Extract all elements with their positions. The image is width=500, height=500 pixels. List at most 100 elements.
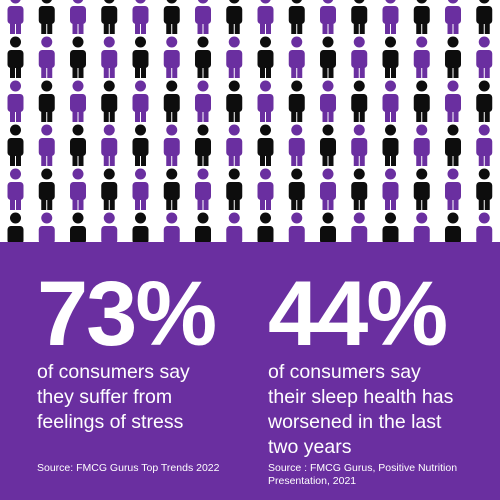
person-icon [195, 168, 211, 210]
person-icon [382, 212, 399, 242]
stat-description: of consumers say their sleep health has … [268, 360, 453, 460]
person-icon [288, 80, 305, 122]
person-icon [320, 212, 336, 242]
person-icon [38, 80, 55, 122]
person-icon [257, 0, 274, 34]
person-icon [320, 36, 336, 78]
person-icon [226, 0, 243, 34]
person-icon [445, 0, 461, 34]
person-icon [257, 80, 274, 122]
person-icon [195, 124, 211, 166]
person-icon [163, 0, 180, 34]
stat-description-line: worsened in the last [268, 411, 442, 433]
person-icon [7, 80, 24, 122]
person-icon [226, 36, 243, 78]
person-icon [413, 80, 430, 122]
people-pictogram [7, 0, 493, 242]
person-icon [195, 0, 211, 34]
person-icon [288, 36, 305, 78]
person-icon [351, 212, 368, 242]
person-icon [226, 124, 243, 166]
person-icon [195, 212, 211, 242]
person-icon [101, 212, 118, 242]
person-icon [413, 36, 430, 78]
stat-description-line: feelings of stress [37, 411, 184, 433]
person-icon [70, 124, 86, 166]
person-icon [382, 124, 399, 166]
person-icon [288, 212, 305, 242]
stat-value: 73% [37, 263, 217, 365]
stat-source-line: Source : FMCG Gurus, Positive Nutrition [268, 462, 458, 474]
person-icon [7, 212, 24, 242]
person-icon [226, 212, 243, 242]
stat-description-line: their sleep health has [268, 386, 454, 408]
person-icon [195, 36, 211, 78]
stat-description: of consumers say they suffer from feelin… [37, 360, 190, 435]
person-icon [101, 36, 118, 78]
person-icon [288, 168, 305, 210]
person-icon [257, 124, 274, 166]
person-icon [413, 0, 430, 34]
person-icon [445, 124, 461, 166]
person-icon [38, 36, 55, 78]
stats-panel: 73% of consumers say they suffer from fe… [0, 242, 500, 500]
person-icon [257, 168, 274, 210]
person-icon [476, 212, 493, 242]
person-icon [476, 80, 493, 122]
person-icon [38, 168, 55, 210]
person-icon [38, 124, 55, 166]
person-icon [132, 212, 149, 242]
person-icon [226, 168, 243, 210]
people-pictogram-grid [0, 0, 500, 242]
person-icon [70, 0, 86, 34]
person-icon [7, 168, 24, 210]
person-icon [132, 0, 149, 34]
person-icon [132, 124, 149, 166]
person-icon [132, 168, 149, 210]
person-icon [163, 124, 180, 166]
person-icon [70, 212, 86, 242]
person-icon [101, 124, 118, 166]
stat-description-line: of consumers say [37, 361, 190, 383]
person-icon [445, 212, 461, 242]
person-icon [101, 80, 118, 122]
person-icon [7, 36, 24, 78]
person-icon [382, 36, 399, 78]
person-icon [413, 212, 430, 242]
person-icon [163, 80, 180, 122]
stat-description-line: they suffer from [37, 386, 173, 408]
person-icon [320, 80, 336, 122]
person-icon [163, 36, 180, 78]
person-icon [351, 168, 368, 210]
person-icon [288, 0, 305, 34]
person-icon [382, 80, 399, 122]
person-icon [351, 0, 368, 34]
person-icon [38, 0, 55, 34]
stat-description-line: two years [268, 436, 352, 458]
person-icon [101, 0, 118, 34]
person-icon [351, 36, 368, 78]
person-icon [413, 124, 430, 166]
person-icon [163, 168, 180, 210]
person-icon [476, 124, 493, 166]
person-icon [38, 212, 55, 242]
person-icon [351, 80, 368, 122]
person-icon [257, 212, 274, 242]
person-icon [101, 168, 118, 210]
person-icon [445, 80, 461, 122]
person-icon [257, 36, 274, 78]
stat-value: 44% [268, 263, 448, 365]
person-icon [70, 168, 86, 210]
person-icon [476, 36, 493, 78]
person-icon [351, 124, 368, 166]
person-icon [413, 168, 430, 210]
person-icon [476, 168, 493, 210]
person-icon [320, 0, 336, 34]
person-icon [445, 36, 461, 78]
person-icon [70, 80, 86, 122]
stat-source: Source: FMCG Gurus Top Trends 2022 [37, 462, 219, 475]
person-icon [476, 0, 493, 34]
person-icon [132, 80, 149, 122]
person-icon [320, 124, 336, 166]
